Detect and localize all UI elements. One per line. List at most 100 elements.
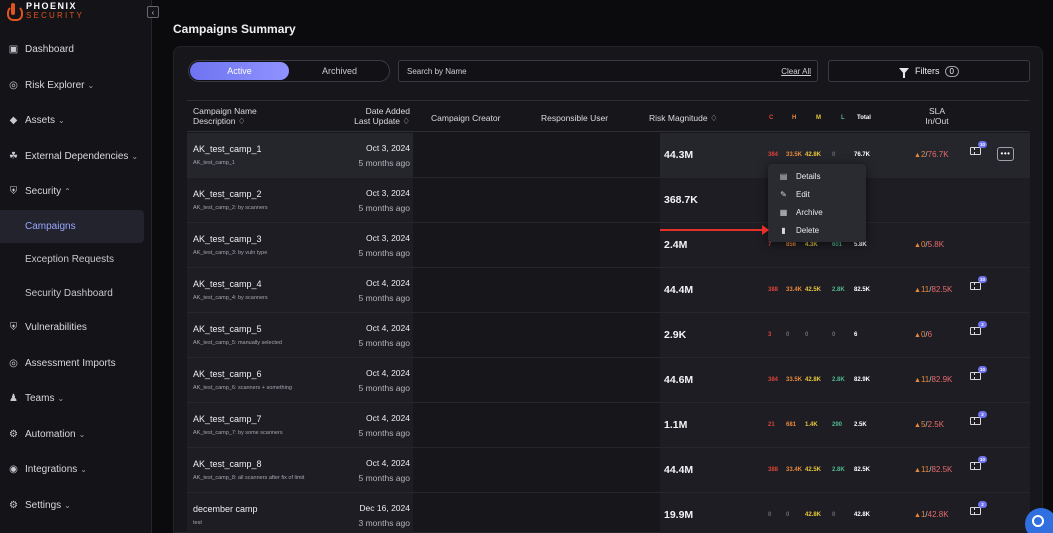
table-row[interactable]: AK_test_camp_2 AK_test_camp_2: by scanner… <box>187 178 1030 223</box>
campaign-cell: AK_test_camp_8 AK_test_camp_8: all scanne… <box>187 448 413 492</box>
risk-magnitude: 2.9K <box>664 329 687 341</box>
logo[interactable]: PHOENIX SECURITY <box>6 0 84 22</box>
ticket-icon[interactable]: 2 <box>970 321 987 335</box>
tab-archived[interactable]: Archived <box>321 66 357 76</box>
table-row[interactable]: AK_test_camp_1 AK_test_camp_1 Oct 3, 2024 5… <box>187 133 1030 178</box>
sidebar-subitem-exception-requests[interactable]: Exception Requests <box>25 254 114 266</box>
count-l: 2.8K <box>832 287 845 293</box>
ticket-icon[interactable]: 2 <box>970 411 987 425</box>
campaign-cell: AK_test_camp_3 AK_test_camp_3: by vuln ty… <box>187 223 413 267</box>
count-l: 0 <box>832 332 836 338</box>
campaign-name[interactable]: AK_test_camp_5 <box>193 324 262 334</box>
sidebar-item-teams[interactable]: ♟ Teams ⌄ <box>0 381 152 417</box>
sidebar-item-automation[interactable]: ⚙ Automation ⌄ <box>0 417 152 453</box>
ticket-icon[interactable]: 2 <box>970 501 987 515</box>
table-row[interactable]: AK_test_camp_7 AK_test_camp_7: by some sc… <box>187 403 1030 448</box>
count-c: 7 <box>768 242 772 248</box>
campaign-description: AK_test_camp_6: scanners + something <box>193 385 292 391</box>
count-total: 82.5K <box>854 467 871 473</box>
table-row[interactable]: AK_test_camp_6 AK_test_camp_6: scanners +… <box>187 358 1030 403</box>
sidebar-subitem-campaigns[interactable]: Campaigns <box>0 209 144 243</box>
phoenix-logo-icon <box>6 3 23 21</box>
ticket-icon[interactable]: 10 <box>970 141 987 155</box>
col-date-header[interactable]: Date Added Last Update ♢ <box>342 106 410 126</box>
risk-magnitude: 44.3M <box>664 149 694 161</box>
date-added: Oct 4, 2024 <box>366 278 410 288</box>
chevron-icon: ⌄ <box>64 500 71 510</box>
chevron-icon: ⌄ <box>80 465 87 475</box>
campaign-name[interactable]: AK_test_camp_8 <box>193 459 262 469</box>
sidebar-item-settings[interactable]: ⚙ Settings ⌄ <box>0 488 152 524</box>
sla-in: 11 <box>920 285 930 294</box>
menu-item-delete[interactable]: ▮ Delete <box>768 221 866 239</box>
main-content: Campaigns Summary Active Archived Clear … <box>153 0 1053 533</box>
sla-separator: / <box>925 510 928 519</box>
count-h: 0 <box>786 512 790 518</box>
menu-item-archive[interactable]: ▦ Archive <box>768 203 866 221</box>
count-l: 0 <box>832 512 836 518</box>
count-c: 384 <box>768 152 779 158</box>
warning-icon: ▲ <box>914 242 921 249</box>
sidebar-item-dashboard[interactable]: ▣ Dashboard <box>0 32 152 68</box>
count-m: 42.8K <box>805 512 822 518</box>
sidebar-item-assets[interactable]: ◆ Assets ⌄ <box>0 103 152 139</box>
ticket-icon[interactable]: 10 <box>970 276 987 290</box>
chat-button[interactable] <box>1025 508 1053 533</box>
sla-separator: / <box>929 465 932 474</box>
sidebar-item-risk-explorer[interactable]: ◎ Risk Explorer ⌄ <box>0 68 152 104</box>
sidebar-item-security[interactable]: ⛨ Security ⌃ <box>0 174 152 210</box>
sidebar-item-external-dependencies[interactable]: ☘ External Dependencies ⌄ <box>0 139 152 175</box>
sla-in-out: ▲11/82.9K <box>914 375 952 384</box>
chevron-icon: ⌃ <box>64 187 71 197</box>
campaign-name[interactable]: december camp <box>193 504 258 514</box>
sidebar-subitem-security-dashboard[interactable]: Security Dashboard <box>25 287 113 299</box>
sidebar-collapse-button[interactable]: ‹ <box>147 6 159 18</box>
count-total: 42.8K <box>854 512 871 518</box>
table-row[interactable]: AK_test_camp_8 AK_test_camp_8: all scanne… <box>187 448 1030 493</box>
tab-active[interactable]: Active <box>190 62 289 80</box>
ticket-icon[interactable]: 10 <box>970 456 987 470</box>
logo-line-2: SECURITY <box>26 11 85 20</box>
sla-in: 0 <box>920 240 926 249</box>
col-high-header: H <box>792 115 797 121</box>
row-more-button[interactable]: ••• <box>997 147 1014 161</box>
date-added: Oct 4, 2024 <box>366 368 410 378</box>
menu-item-details[interactable]: ▤ Details <box>768 167 866 185</box>
table-row[interactable]: AK_test_camp_4 AK_test_camp_4: by scanner… <box>187 268 1030 313</box>
risk-magnitude: 44.4M <box>664 284 694 296</box>
campaign-name[interactable]: AK_test_camp_4 <box>193 279 262 289</box>
table-row[interactable]: AK_test_camp_3 AK_test_camp_3: by vuln ty… <box>187 223 1030 268</box>
col-total-header: Total <box>857 115 871 121</box>
campaign-name[interactable]: AK_test_camp_7 <box>193 414 262 424</box>
sidebar-item-assessment-imports[interactable]: ◎ Assessment Imports <box>0 346 152 382</box>
campaign-name[interactable]: AK_test_camp_6 <box>193 369 262 379</box>
count-h: 33.4K <box>786 287 803 293</box>
count-c: 21 <box>768 422 775 428</box>
sidebar-item-vulnerabilities[interactable]: ⛨ Vulnerabilities <box>0 310 152 346</box>
col-risk-header[interactable]: Risk Magnitude ♢ <box>649 113 718 123</box>
sla-in-out: ▲1/42.8K <box>914 510 949 519</box>
count-h: 33.5K <box>786 152 803 158</box>
count-l: 2.8K <box>832 377 845 383</box>
campaign-name[interactable]: AK_test_camp_1 <box>193 144 262 154</box>
sla-out: 5.8K <box>927 240 945 249</box>
table-row[interactable]: december camp test Dec 16, 2024 3 months ag… <box>187 493 1030 533</box>
sidebar-item-integrations[interactable]: ◉ Integrations ⌄ <box>0 452 152 488</box>
filters-button[interactable]: Filters 0 <box>828 60 1030 82</box>
sla-separator: / <box>925 150 928 159</box>
risk-cell: 2.9K 3 0 0 0 6 ▲0/6 2 <box>660 313 1030 357</box>
last-update: 5 months ago <box>358 203 410 213</box>
col-date-label: Date Added <box>365 106 410 116</box>
ticket-icon[interactable]: 10 <box>970 366 987 380</box>
campaign-name[interactable]: AK_test_camp_2 <box>193 189 262 199</box>
col-update-label: Last Update ♢ <box>354 116 410 126</box>
sla-separator: / <box>925 420 928 429</box>
table-row[interactable]: AK_test_camp_5 AK_test_camp_5: manually s… <box>187 313 1030 358</box>
search-input[interactable] <box>407 66 747 76</box>
filters-label: Filters <box>915 66 940 76</box>
col-name-header[interactable]: Campaign Name Description ♢ <box>193 106 257 126</box>
menu-item-edit[interactable]: ✎ Edit <box>768 185 866 203</box>
last-update: 3 months ago <box>358 518 410 528</box>
clear-all-link[interactable]: Clear All <box>781 67 811 76</box>
campaign-name[interactable]: AK_test_camp_3 <box>193 234 262 244</box>
